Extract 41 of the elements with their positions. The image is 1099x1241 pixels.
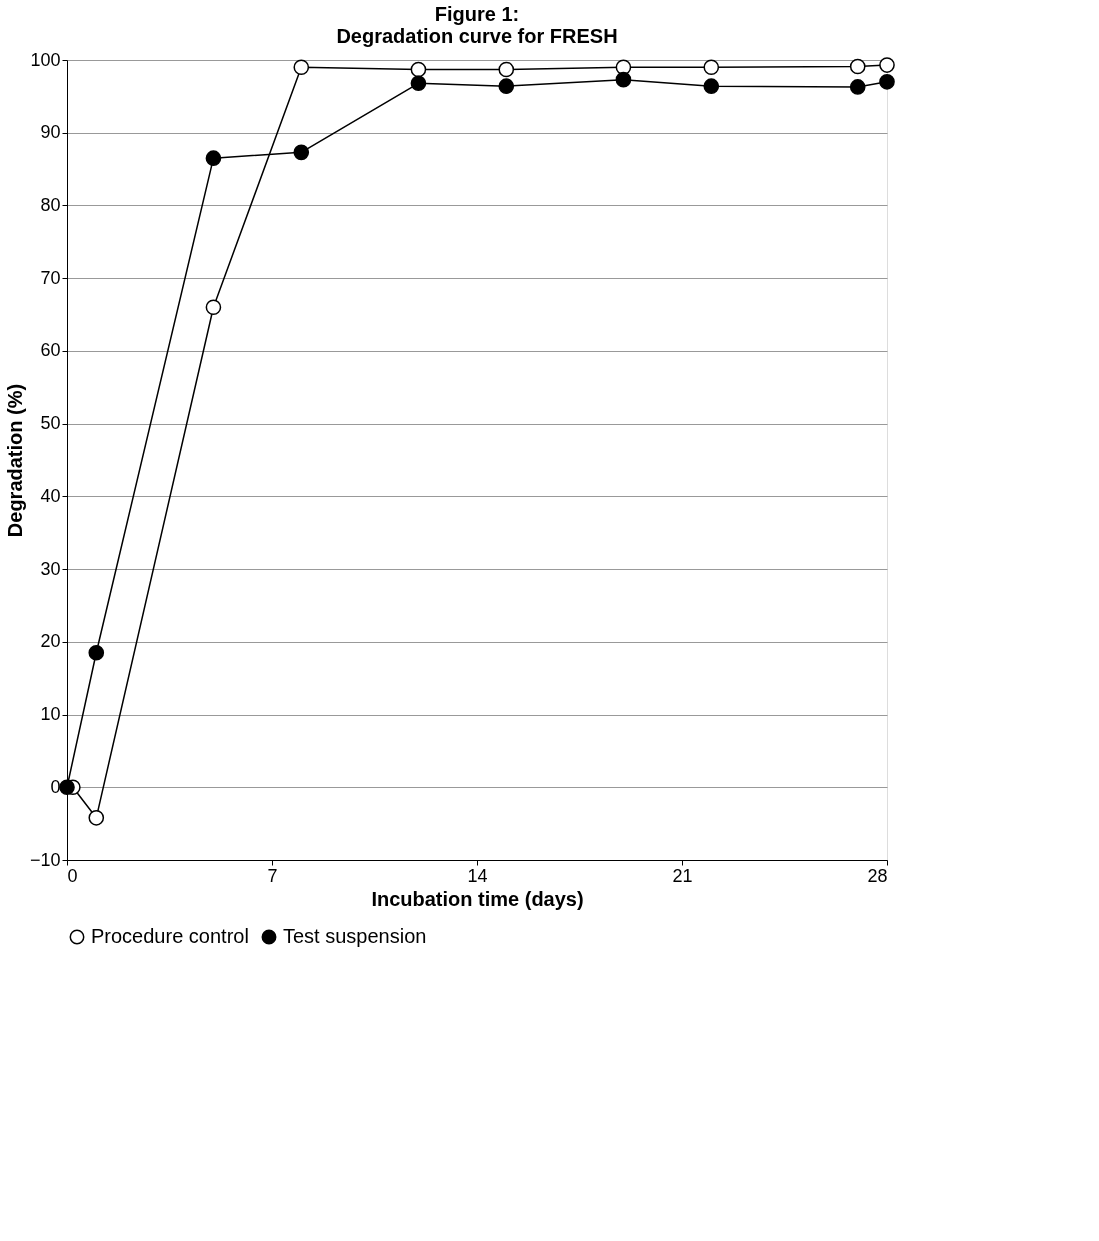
y-tick-label: 0: [50, 776, 61, 797]
y-tick-label: 50: [40, 413, 61, 434]
y-tick-label: 80: [40, 194, 61, 215]
point: [410, 61, 427, 78]
point: [703, 78, 720, 94]
point: [849, 58, 866, 75]
point: [205, 150, 222, 166]
y-tick-label: 40: [40, 485, 61, 506]
x-tick-label: 14: [467, 865, 488, 886]
point: [88, 644, 105, 661]
y-tick-label: 30: [40, 558, 61, 579]
point: [293, 144, 310, 161]
x-tick-label: 0: [67, 865, 78, 886]
y-axis-title: Degradation (%): [3, 383, 26, 538]
point: [615, 71, 632, 88]
x-tick-label: 28: [867, 865, 888, 886]
y-tick-label: 10: [40, 704, 61, 725]
legend-label: Test suspension: [283, 925, 427, 947]
point: [703, 59, 720, 76]
point: [293, 59, 310, 76]
point: [498, 78, 515, 94]
y-tick-label: 90: [40, 122, 61, 143]
text: Degradation curve for FRESH: [336, 25, 618, 47]
x-tick-label: 7: [267, 865, 278, 886]
point: [849, 79, 866, 95]
point: [879, 74, 895, 90]
y-tick-label: 60: [40, 340, 61, 361]
text: Figure 1:: [434, 3, 520, 25]
y-tick-label: 70: [40, 267, 61, 288]
point: [205, 299, 222, 316]
point: [498, 61, 515, 78]
point: [879, 57, 895, 73]
x-tick-label: 21: [672, 865, 693, 886]
y-tick-label: −10: [29, 849, 61, 870]
x-axis-title: Incubation time (days): [371, 887, 584, 910]
point: [59, 779, 75, 796]
point: [410, 75, 427, 92]
y-tick-label: 100: [30, 49, 61, 70]
y-tick-label: 20: [40, 631, 61, 652]
point: [88, 810, 105, 826]
legend-label: Procedure control: [91, 925, 249, 947]
